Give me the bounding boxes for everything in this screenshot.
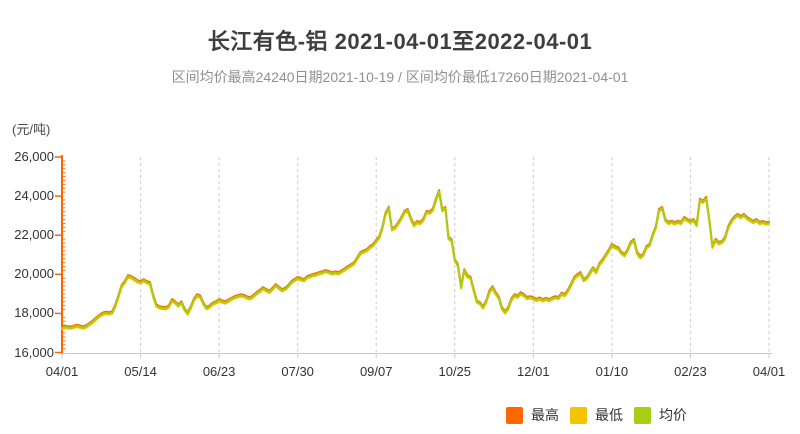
y-tick-label: 20,000 bbox=[14, 266, 54, 282]
series-line-avg bbox=[61, 190, 770, 329]
x-tick-label: 07/30 bbox=[281, 364, 314, 379]
legend-item-avg[interactable]: 均价 bbox=[634, 405, 687, 425]
y-tick-label: 22,000 bbox=[14, 227, 54, 243]
x-tick-label: 05/14 bbox=[124, 364, 157, 379]
legend-label-high: 最高 bbox=[531, 407, 559, 423]
x-tick-label: 04/01 bbox=[752, 364, 786, 379]
legend: 最高 最低 均价 bbox=[506, 405, 698, 425]
legend-item-high[interactable]: 最高 bbox=[506, 405, 559, 425]
x-tick-label: 09/07 bbox=[359, 364, 393, 379]
x-tick-label: 06/23 bbox=[202, 364, 236, 379]
legend-label-avg: 均价 bbox=[659, 407, 687, 423]
legend-swatch-low bbox=[570, 406, 587, 424]
legend-item-low[interactable]: 最低 bbox=[570, 405, 623, 425]
legend-swatch-high bbox=[506, 406, 523, 424]
x-tick-label: 02/23 bbox=[674, 364, 707, 379]
y-tick-label: 26,000 bbox=[14, 149, 54, 164]
x-tick-label: 10/25 bbox=[438, 364, 472, 379]
x-tick-label: 04/01 bbox=[45, 364, 79, 379]
chart-subtitle: 区间均价最高24240日期2021-10-19 / 区间均价最低17260日期2… bbox=[171, 69, 629, 85]
x-tick-label: 12/01 bbox=[517, 364, 550, 379]
y-tick-label: 18,000 bbox=[14, 305, 54, 321]
legend-swatch-avg bbox=[634, 406, 651, 424]
y-axis-unit-label: (元/吨) bbox=[12, 122, 51, 137]
y-tick-label: 24,000 bbox=[14, 188, 54, 204]
chart-title: 长江有色-铝 2021-04-01至2022-04-01 bbox=[207, 29, 593, 54]
x-tick-label: 01/10 bbox=[595, 364, 629, 379]
legend-label-low: 最低 bbox=[595, 407, 623, 423]
y-tick-label: 16,000 bbox=[14, 344, 54, 360]
